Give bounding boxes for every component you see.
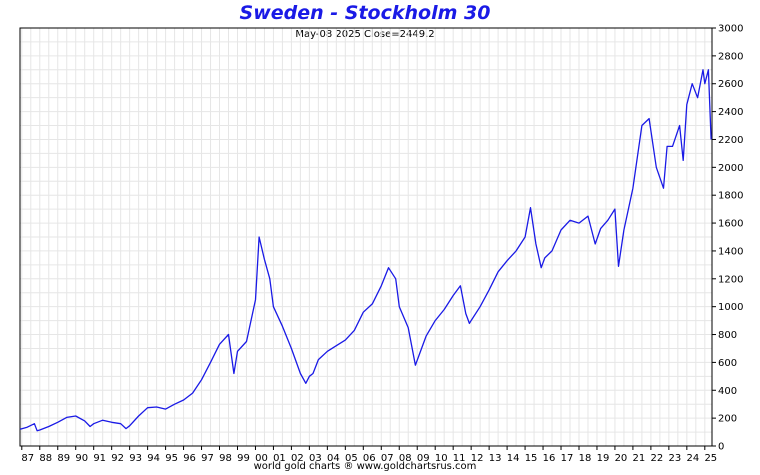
series-lines	[19, 69, 712, 432]
x-tick-label: 21	[633, 453, 646, 464]
y-axis: 0 200 400 600 800 1000 1200 1400 1600 1800 2000 220…	[712, 24, 743, 453]
chart-subtitle: May-08 2025 Close=2449.2	[295, 29, 435, 40]
y-tick-label: 2200	[718, 135, 743, 146]
chart-title: Sweden - Stockholm 30	[239, 2, 491, 24]
x-tick-label: 20	[615, 453, 628, 464]
x-tick-label: 13	[489, 453, 502, 464]
y-tick-label: 1600	[718, 219, 743, 230]
x-tick-label: 04	[327, 453, 340, 464]
y-tick-label: 1000	[718, 302, 743, 313]
x-tick-label: 00	[255, 453, 268, 464]
grid	[20, 27, 712, 447]
x-tick-label: 98	[219, 453, 232, 464]
chart-credit: world gold charts ® www.goldchartsrus.co…	[253, 461, 477, 472]
x-tick-label: 92	[111, 453, 124, 464]
x-tick-label: 95	[165, 453, 178, 464]
x-tick-label: 17	[561, 453, 574, 464]
series-line	[19, 69, 712, 432]
x-tick-label: 06	[363, 453, 376, 464]
plot-frame	[19, 27, 713, 447]
y-tick-label: 1400	[718, 246, 743, 257]
y-tick-label: 600	[718, 358, 737, 369]
y-tick-label: 200	[718, 414, 737, 425]
x-tick-label: 08	[399, 453, 412, 464]
x-tick-label: 94	[147, 453, 160, 464]
x-tick-label: 89	[57, 453, 70, 464]
x-tick-label: 19	[597, 453, 610, 464]
y-tick-label: 800	[718, 330, 737, 341]
x-tick-label: 18	[579, 453, 592, 464]
x-tick-label: 23	[668, 453, 681, 464]
plot-border	[19, 27, 713, 447]
y-tick-label: 1200	[718, 274, 743, 285]
y-tick-label: 400	[718, 386, 737, 397]
y-tick-label: 2400	[718, 107, 743, 118]
x-tick-label: 12	[471, 453, 484, 464]
y-tick-label: 0	[718, 442, 724, 453]
y-tick-label: 3000	[718, 24, 743, 35]
y-tick-label: 2000	[718, 163, 743, 174]
x-tick-label: 22	[651, 453, 664, 464]
x-tick-label: 01	[273, 453, 286, 464]
x-tick-label: 99	[237, 453, 250, 464]
x-tick-label: 11	[453, 453, 466, 464]
y-tick-label: 2600	[718, 79, 743, 90]
x-tick-label: 88	[39, 453, 52, 464]
x-tick-label: 93	[129, 453, 142, 464]
x-tick-label: 90	[75, 453, 88, 464]
x-tick-label: 05	[345, 453, 358, 464]
x-tick-label: 14	[507, 453, 520, 464]
x-tick-label: 09	[417, 453, 430, 464]
x-tick-label: 10	[435, 453, 448, 464]
x-tick-label: 02	[291, 453, 304, 464]
x-tick-label: 16	[543, 453, 556, 464]
x-tick-label: 03	[309, 453, 322, 464]
x-tick-label: 96	[183, 453, 196, 464]
x-tick-label: 15	[525, 453, 538, 464]
x-tick-label: 07	[381, 453, 394, 464]
x-tick-label: 24	[686, 453, 699, 464]
x-axis: 87 88 89 90 91 92 93 94 95 96 97 98 99 00 01 02 03 04 05 06…	[21, 446, 717, 464]
x-tick-label: 87	[21, 453, 34, 464]
x-tick-label: 97	[201, 453, 214, 464]
x-tick-label: 91	[93, 453, 106, 464]
y-tick-label: 2800	[718, 51, 743, 62]
x-tick-label: 25	[704, 453, 717, 464]
y-tick-label: 1800	[718, 191, 743, 202]
